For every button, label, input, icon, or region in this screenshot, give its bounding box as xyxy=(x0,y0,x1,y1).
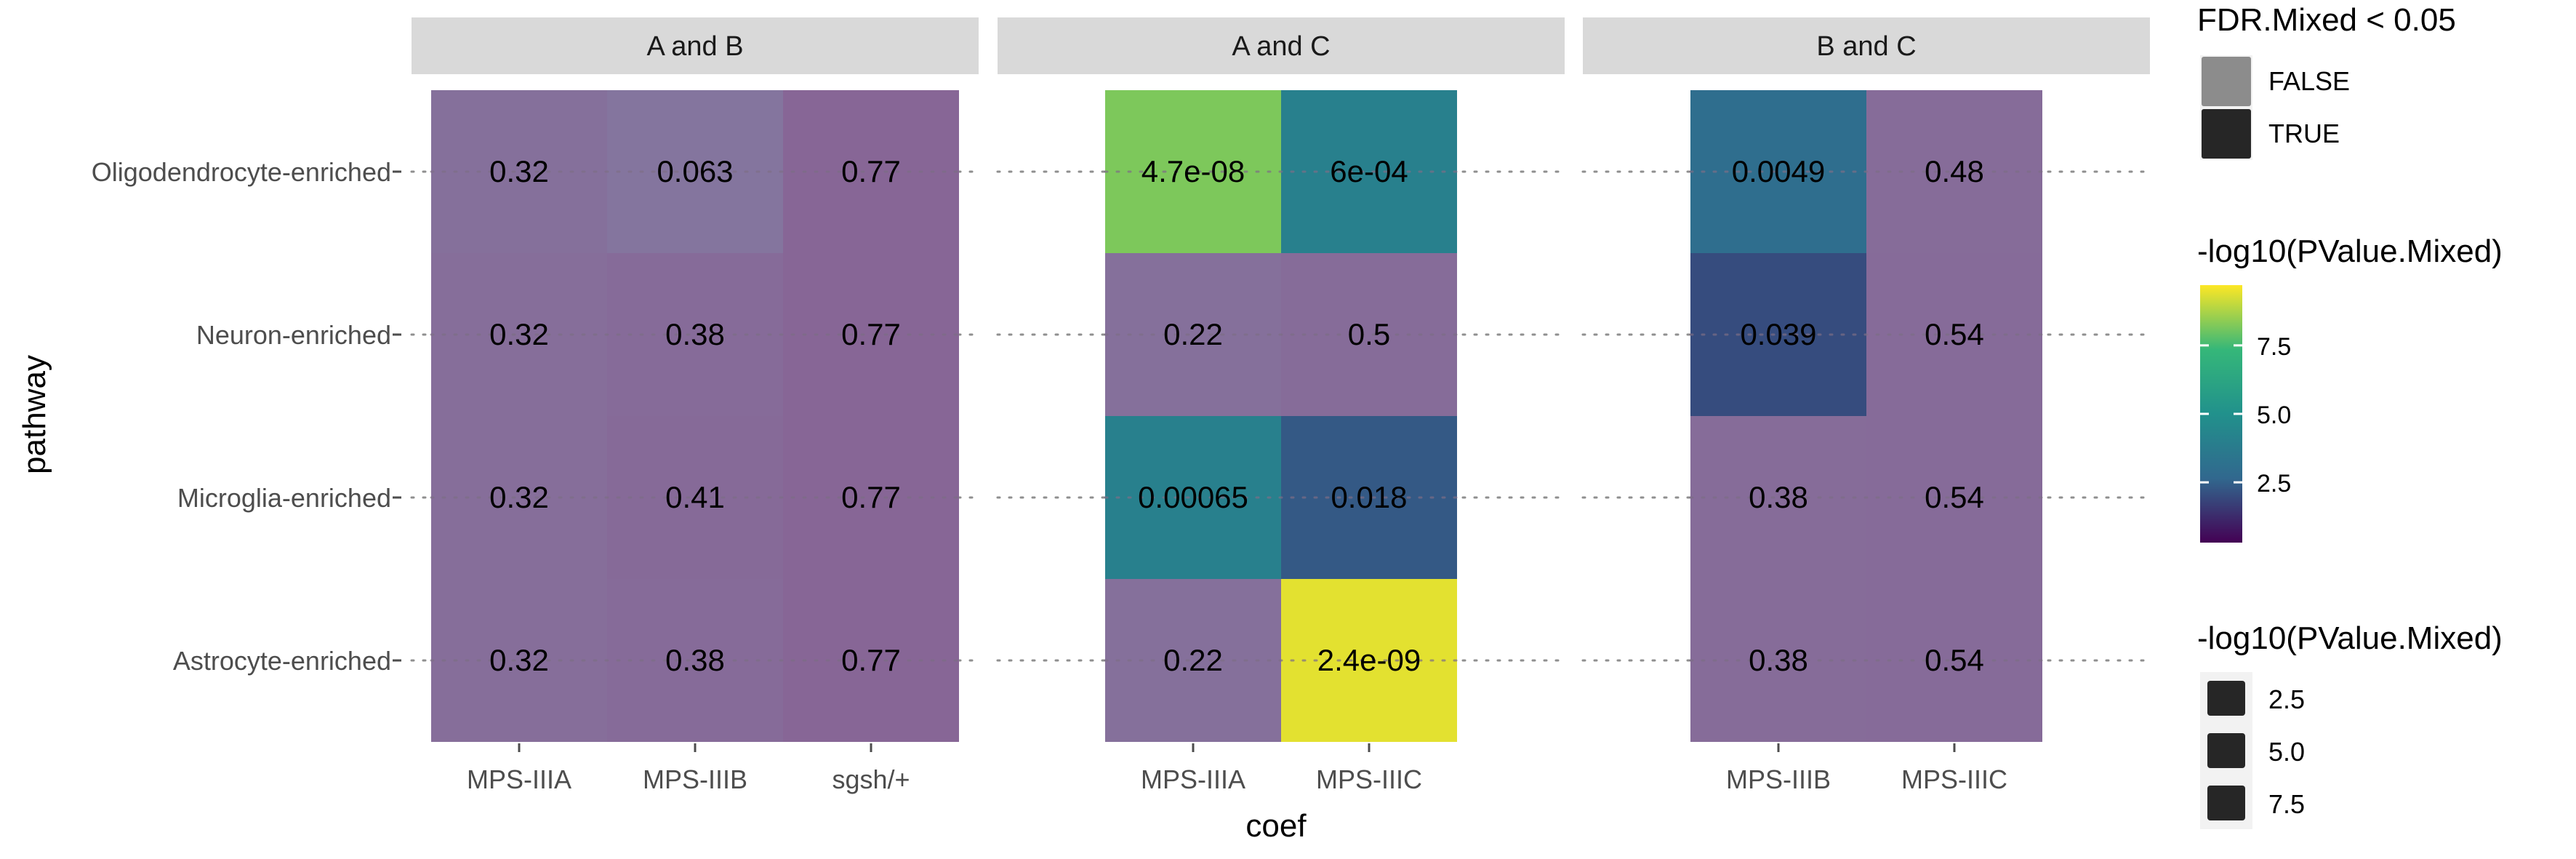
cell-value-label: 0.22 xyxy=(1163,317,1223,351)
heatmap-cell xyxy=(431,253,607,416)
legend-size-label: 2.5 xyxy=(2268,684,2305,714)
heatmap-cell xyxy=(783,416,959,579)
cell-value-label: 0.41 xyxy=(665,480,725,514)
heatmap-cell xyxy=(1281,253,1457,416)
x-tick-label: MPS-IIIC xyxy=(1316,764,1422,794)
x-tick-label: MPS-IIIB xyxy=(643,764,747,794)
cell-value-label: 0.38 xyxy=(1749,480,1808,514)
x-tick-label: sgsh/+ xyxy=(832,764,910,794)
heatmap-cell xyxy=(783,90,959,253)
legend-fill-title: -log10(PValue.Mixed) xyxy=(2197,233,2503,269)
facet-strip xyxy=(1583,17,2150,74)
x-tick-label: MPS-IIIA xyxy=(1141,764,1245,794)
x-axis-title: coef xyxy=(1245,808,1307,844)
cell-value-label: 0.38 xyxy=(1749,643,1808,677)
cell-value-label: 0.018 xyxy=(1331,480,1407,514)
facet-strip xyxy=(998,17,1565,74)
cell-value-label: 0.54 xyxy=(1925,317,1984,351)
y-tick-label: Neuron-enriched xyxy=(196,320,391,350)
legend-colorbar-label: 2.5 xyxy=(2257,470,2291,498)
legend-size-swatch xyxy=(2207,733,2245,768)
legend-colorbar-label: 5.0 xyxy=(2257,401,2291,429)
cell-value-label: 0.77 xyxy=(841,480,901,514)
legend-fdr-title: FDR.Mixed < 0.05 xyxy=(2197,2,2456,38)
legend-size-swatch xyxy=(2207,786,2245,820)
cell-value-label: 0.039 xyxy=(1740,317,1816,351)
cell-value-label: 2.4e-09 xyxy=(1317,643,1421,677)
cell-value-label: 0.38 xyxy=(665,317,725,351)
y-axis-title: pathway xyxy=(17,355,52,474)
heatmap-cell xyxy=(1690,253,1866,416)
y-tick-label: Oligodendrocyte-enriched xyxy=(92,157,391,187)
heatmap-cell xyxy=(1281,579,1457,742)
cell-value-label: 0.77 xyxy=(841,317,901,351)
legend-fdr-swatch xyxy=(2202,57,2251,106)
heatmap-cell xyxy=(1281,90,1457,253)
legend-size-label: 5.0 xyxy=(2268,737,2305,767)
cell-value-label: 0.48 xyxy=(1925,154,1984,188)
heatmap-cell xyxy=(1866,253,2042,416)
cell-value-label: 0.54 xyxy=(1925,643,1984,677)
cell-value-label: 0.063 xyxy=(657,154,733,188)
facet-strip-label: A and C xyxy=(1232,31,1330,62)
heatmap-cell xyxy=(607,90,783,253)
heatmap-cell xyxy=(1105,90,1281,253)
legend-fdr-swatch xyxy=(2202,109,2251,159)
heatmap-cell xyxy=(1690,416,1866,579)
cell-value-label: 0.77 xyxy=(841,154,901,188)
heatmap-cell xyxy=(1281,416,1457,579)
x-tick-label: MPS-IIIB xyxy=(1726,764,1831,794)
legend-fdr-label: FALSE xyxy=(2268,66,2350,96)
cell-value-label: 0.32 xyxy=(489,317,549,351)
legend-colorbar-label: 7.5 xyxy=(2257,333,2291,361)
heatmap-cell xyxy=(1690,90,1866,253)
cell-value-label: 0.32 xyxy=(489,643,549,677)
legend-fdr-label: TRUE xyxy=(2268,119,2340,148)
legend-size-swatch xyxy=(2207,681,2245,716)
cell-value-label: 4.7e-08 xyxy=(1141,154,1245,188)
heatmap-cell xyxy=(1105,253,1281,416)
heatmap-cell xyxy=(607,416,783,579)
heatmap-cell xyxy=(1866,90,2042,253)
heatmap-cell xyxy=(431,416,607,579)
cell-value-label: 0.00065 xyxy=(1138,480,1248,514)
heatmap-cell xyxy=(783,579,959,742)
cell-value-label: 0.77 xyxy=(841,643,901,677)
cell-value-label: 0.5 xyxy=(1348,317,1390,351)
heatmap-cell xyxy=(607,253,783,416)
cell-value-label: 0.0049 xyxy=(1732,154,1825,188)
heatmap-cell xyxy=(1105,416,1281,579)
heatmap-cell xyxy=(431,90,607,253)
heatmap-cell xyxy=(1690,579,1866,742)
facet-strip-label: B and C xyxy=(1816,31,1916,62)
facet-strip-label: A and B xyxy=(646,31,743,62)
cell-value-label: 6e-04 xyxy=(1330,154,1408,188)
heatmap-cell xyxy=(431,579,607,742)
heatmap-cell xyxy=(1866,579,2042,742)
heatmap-cell xyxy=(1866,416,2042,579)
y-tick-label: Microglia-enriched xyxy=(177,483,391,513)
y-tick-label: Astrocyte-enriched xyxy=(173,646,391,676)
cell-value-label: 0.22 xyxy=(1163,643,1223,677)
cell-value-label: 0.38 xyxy=(665,643,725,677)
cell-value-label: 0.54 xyxy=(1925,480,1984,514)
facet-strip xyxy=(412,17,979,74)
x-tick-label: MPS-IIIC xyxy=(1901,764,2007,794)
legend-size-label: 7.5 xyxy=(2268,789,2305,819)
cell-value-label: 0.32 xyxy=(489,154,549,188)
legend-size-title: -log10(PValue.Mixed) xyxy=(2197,620,2503,656)
heatmap-cell xyxy=(607,579,783,742)
heatmap-cell xyxy=(783,253,959,416)
cell-value-label: 0.32 xyxy=(489,480,549,514)
x-tick-label: MPS-IIIA xyxy=(467,764,571,794)
heatmap-cell xyxy=(1105,579,1281,742)
